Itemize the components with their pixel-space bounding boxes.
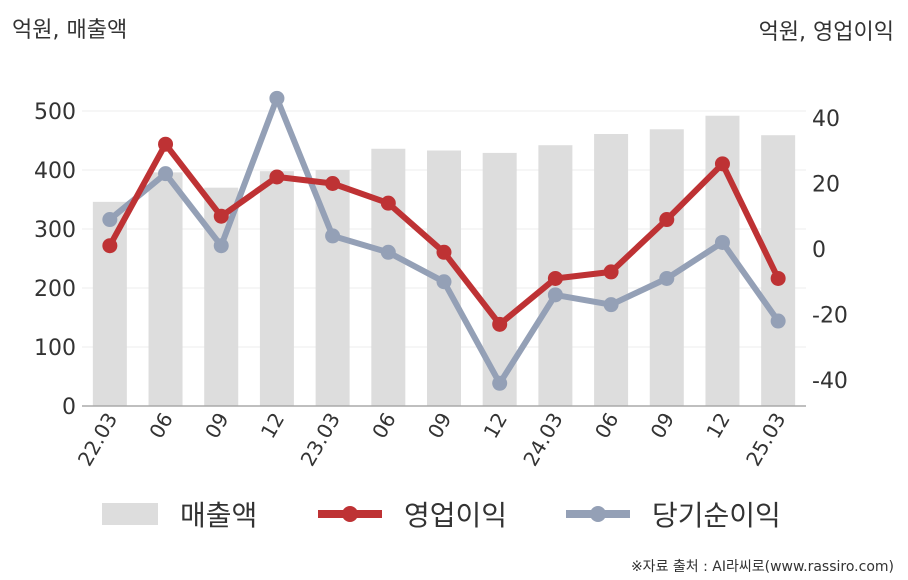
left-tick-label: 0 [62, 395, 76, 420]
left-tick-label: 400 [34, 159, 76, 184]
profit-lines [102, 90, 786, 391]
left-tick-label: 200 [34, 277, 76, 302]
x-tick-label: 06 [367, 409, 401, 443]
revenue-bar [92, 201, 127, 406]
operating-profit-point [158, 136, 174, 152]
x-tick-label: 25.03 [741, 409, 790, 471]
operating-profit-point [269, 169, 285, 185]
right-tick-label: 40 [812, 107, 840, 132]
x-tick-label: 12 [256, 409, 290, 443]
operating-profit-point [714, 156, 730, 172]
revenue-bar [148, 172, 183, 406]
net-income-point [213, 238, 229, 254]
operating-profit-point [325, 176, 341, 191]
right-axis-unit: 억원, 영업이익 [758, 20, 894, 45]
revenue-bar [259, 171, 294, 406]
x-tick-label: 12 [701, 409, 735, 443]
operating-profit-point [213, 208, 229, 224]
net-income-point [770, 313, 786, 329]
net-income-point [380, 244, 396, 260]
net-income-point [492, 375, 508, 391]
revenue-bar [761, 135, 796, 406]
net-income-point [269, 90, 285, 106]
net-income-point [547, 287, 563, 303]
legend: 매출액 영업이익 당기순이익 [0, 492, 908, 536]
revenue-bar [371, 148, 406, 406]
x-tick-label: 06 [144, 409, 178, 443]
left-tick-label: 300 [34, 218, 76, 243]
left-axis-unit: 억원, 매출액 [12, 18, 128, 43]
right-tick-label: 0 [812, 238, 826, 263]
x-tick-label: 12 [479, 409, 513, 443]
net-income-point [102, 212, 118, 228]
legend-item-net-income: 당기순이익 [566, 492, 781, 536]
legend-label-operating-profit: 영업이익 [404, 499, 508, 532]
x-tick-label: 22.03 [73, 409, 122, 471]
net-income-point [714, 234, 730, 250]
net-income-point [659, 270, 675, 286]
right-tick-label: -40 [812, 369, 848, 394]
legend-item-operating-profit: 영업이익 [318, 492, 507, 536]
net-income-point [436, 274, 452, 290]
operating-profit-swatch [318, 503, 382, 525]
net-income-point [158, 166, 174, 182]
legend-label-revenue: 매출액 [180, 499, 258, 532]
operating-profit-point [547, 270, 563, 286]
right-tick-label: 20 [812, 173, 840, 198]
operating-profit-point [380, 195, 396, 211]
source-note: ※자료 출처 : AI라씨로(www.rassiro.com) [630, 559, 894, 575]
x-tick-label: 09 [423, 409, 457, 443]
legend-label-net-income: 당기순이익 [652, 499, 781, 532]
right-tick-label: -20 [812, 304, 848, 329]
net-income-swatch [566, 503, 630, 525]
x-tick-label: 23.03 [296, 409, 345, 471]
operating-profit-point [659, 212, 675, 228]
revenue-swatch [102, 503, 158, 525]
operating-profit-point [770, 270, 786, 286]
operating-profit-point [492, 316, 508, 332]
x-tick-label: 09 [646, 409, 680, 443]
left-tick-label: 100 [34, 336, 76, 361]
left-tick-label: 500 [34, 100, 76, 125]
net-income-point [603, 297, 619, 313]
x-tick-label: 09 [200, 409, 234, 443]
legend-item-revenue: 매출액 [102, 492, 257, 536]
operating-profit-point [102, 238, 118, 254]
operating-profit-point [436, 244, 452, 260]
x-tick-label: 06 [590, 409, 624, 443]
operating-profit-point [603, 264, 619, 280]
x-tick-label: 24.03 [518, 409, 567, 471]
net-income-point [325, 228, 341, 244]
